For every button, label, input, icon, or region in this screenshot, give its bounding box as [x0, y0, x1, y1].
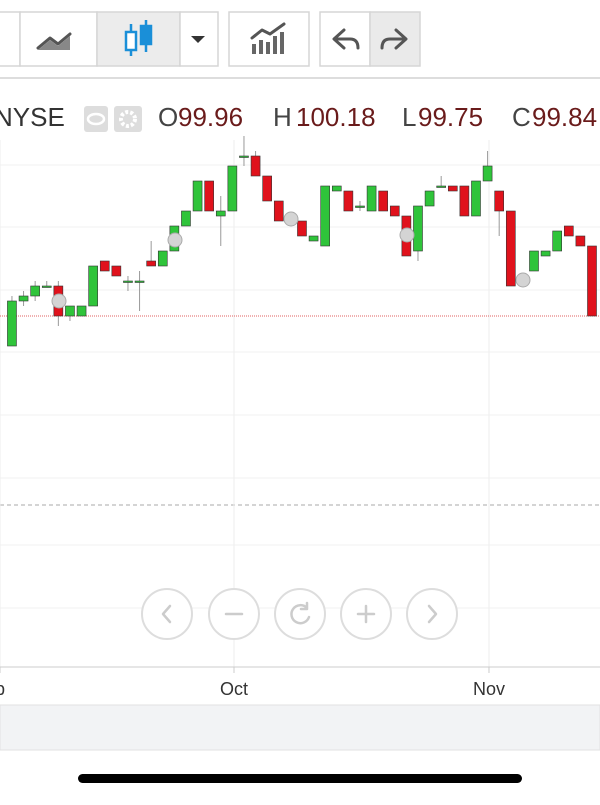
candle-body [552, 230, 562, 252]
indicators-button[interactable] [228, 11, 310, 67]
candle-body [482, 165, 493, 182]
candle-body [30, 285, 40, 297]
reset-button[interactable] [274, 588, 326, 640]
candle-body [134, 280, 145, 283]
candle-body [111, 265, 122, 277]
candle-body [413, 205, 423, 252]
chart-navigation [141, 588, 458, 640]
undo-icon [332, 28, 360, 50]
event-marker[interactable] [399, 227, 415, 243]
candle-body [192, 180, 203, 212]
ohlc-value: 99.84 [532, 102, 597, 132]
candle-icon [124, 20, 153, 56]
candle-body [436, 185, 446, 188]
candle-body [88, 265, 98, 307]
candle-body [146, 260, 156, 267]
menu-button[interactable] [0, 11, 21, 67]
settings-button[interactable] [114, 106, 142, 132]
visibility-toggle[interactable] [84, 106, 108, 132]
candle-body [18, 295, 29, 302]
candle-body [471, 180, 481, 217]
footer-bar [0, 704, 600, 751]
candle-body [181, 210, 191, 227]
ohlc-value: 99.96 [178, 102, 243, 132]
candle-body [215, 210, 226, 217]
line-icon [36, 32, 72, 50]
candle-body [273, 200, 284, 222]
plus-icon [356, 604, 376, 624]
reset-icon [290, 601, 311, 625]
ohlc-label: O [158, 102, 178, 132]
x-tick-label: Nov [473, 679, 505, 699]
candle-body [262, 175, 272, 202]
candle-body [494, 190, 504, 212]
ohlc-label: L [402, 102, 416, 132]
eye-icon [86, 112, 106, 126]
candle-body [250, 155, 261, 177]
candle-body [505, 210, 516, 287]
candle-body [7, 300, 17, 347]
candle-chart-button[interactable] [96, 11, 181, 67]
left-icon [161, 604, 172, 624]
scroll-right-button[interactable] [406, 588, 458, 640]
candle-body [459, 185, 470, 217]
candle-body [308, 235, 319, 242]
dropdown-arrow [191, 36, 205, 43]
indicators-icon [252, 32, 284, 54]
home-indicator [78, 774, 522, 783]
candle-body [297, 220, 307, 237]
redo-icon [380, 28, 408, 50]
candle-body [99, 260, 110, 272]
candle-body [239, 155, 249, 158]
event-markers [51, 211, 531, 309]
candle-body [331, 185, 342, 192]
candle-body [65, 305, 75, 317]
candle-body [41, 285, 52, 288]
candle-body [204, 180, 214, 212]
event-marker[interactable] [167, 232, 183, 248]
candle-body [424, 190, 435, 207]
candle-body [378, 190, 388, 212]
candle-body [320, 185, 330, 247]
candle-body [355, 205, 365, 208]
right-icon [427, 604, 438, 624]
candle-body [389, 205, 400, 217]
candle-body [575, 235, 586, 247]
candle-body [123, 280, 133, 283]
candle-body [343, 190, 354, 212]
candle-body [529, 250, 539, 272]
x-tick-label: p [0, 679, 5, 699]
candle-body [227, 165, 238, 212]
ohlc-label: H [273, 102, 292, 132]
symbol-header: NYSE O 99.96 H 100.18 L 99.75 C 99.84 [0, 102, 597, 132]
gear-icon [119, 110, 137, 128]
candle-body [540, 250, 551, 257]
toolbar [0, 0, 600, 79]
candle-body [366, 185, 377, 212]
indicators-line [250, 22, 286, 40]
area-icon [38, 36, 70, 50]
line-chart-button[interactable] [19, 11, 98, 67]
ohlc-label: C [512, 102, 531, 132]
event-marker[interactable] [515, 272, 531, 288]
ohlc-value: 99.75 [418, 102, 483, 132]
candle-body [76, 305, 87, 317]
exchange: NYSE [0, 102, 65, 132]
candle-body [447, 185, 458, 192]
event-marker[interactable] [283, 211, 299, 227]
event-marker[interactable] [51, 293, 67, 309]
candle-body [157, 250, 168, 267]
ohlc-value: 100.18 [296, 102, 376, 132]
x-tick-label: Oct [220, 679, 248, 699]
scroll-left-button[interactable] [141, 588, 193, 640]
candle-body [587, 245, 597, 317]
candle-body [563, 225, 574, 237]
